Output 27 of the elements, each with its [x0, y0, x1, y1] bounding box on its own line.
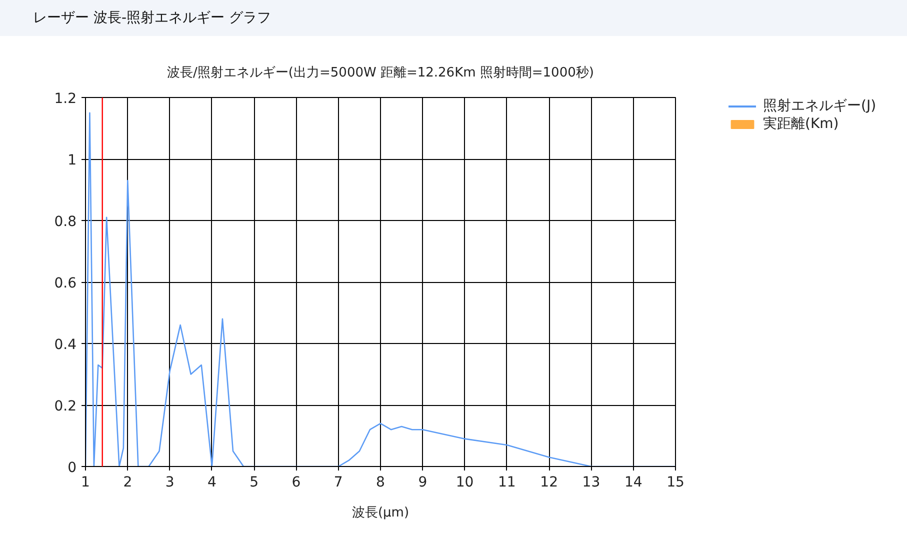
- x-tick-label: 1: [81, 474, 90, 490]
- x-tick-label: 12: [540, 474, 558, 490]
- x-tick-label: 8: [376, 474, 385, 490]
- chart-title: 波長/照射エネルギー(出力=5000W 距離=12.26Km 照射時間=1000秒): [167, 66, 594, 80]
- x-tick-label: 5: [250, 474, 259, 490]
- legend-label: 照射エネルギー(J): [763, 97, 876, 115]
- x-tick-label: 15: [666, 474, 684, 490]
- x-tick-label: 6: [292, 474, 301, 490]
- x-tick-label: 10: [456, 474, 474, 490]
- y-tick-label: 1: [68, 152, 77, 168]
- y-tick-label: 0.4: [54, 337, 77, 353]
- text: レーザー 波長-照射エネルギー グラフ: [33, 9, 271, 28]
- y-tick-label: 0.2: [54, 398, 76, 414]
- x-tick-label: 9: [418, 474, 428, 490]
- x-tick-label: 14: [624, 474, 642, 490]
- x-tick-label: 4: [207, 474, 216, 490]
- x-tick-label: 7: [334, 474, 343, 490]
- x-tick-label: 13: [582, 474, 600, 490]
- x-tick-label: 3: [165, 474, 174, 490]
- y-tick-label: 1.2: [54, 91, 76, 107]
- x-tick-label: 11: [498, 474, 516, 490]
- x-axis-title: 波長(µm): [352, 506, 410, 520]
- y-tick-label: 0.6: [54, 276, 77, 292]
- x-tick-label: 2: [123, 474, 132, 490]
- legend-label: 実距離(Km): [763, 115, 839, 133]
- y-tick-label: 0.8: [54, 214, 76, 230]
- y-tick-label: 0: [68, 460, 77, 476]
